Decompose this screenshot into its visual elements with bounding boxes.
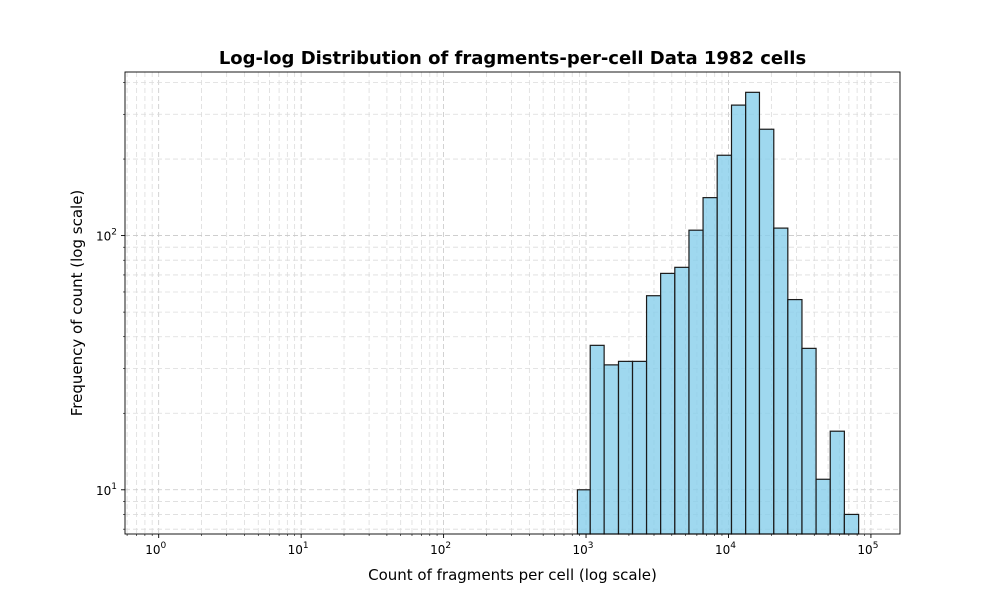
histogram-bar [645, 295, 662, 535]
histogram-bar [603, 364, 620, 535]
histogram-bar [702, 197, 718, 535]
chart-title: Log-log Distribution of fragments-per-ce… [219, 48, 806, 69]
histogram-bar [745, 91, 761, 535]
x-tick-label: 102 [430, 541, 451, 557]
histogram-bar [716, 154, 733, 535]
histogram-bar [589, 344, 605, 535]
y-tick-label: 101 [96, 482, 117, 498]
x-tick-label: 103 [573, 541, 594, 557]
histogram-bar [843, 513, 860, 535]
histogram-bar [730, 104, 747, 535]
histogram-bar [617, 360, 634, 535]
histogram-bar [576, 489, 591, 535]
histogram-bar [773, 227, 789, 535]
plot-frame [124, 71, 901, 535]
y-tick-label: 102 [96, 228, 117, 244]
histogram-bar [815, 478, 831, 535]
x-tick-label: 100 [145, 541, 166, 557]
bars [576, 91, 860, 535]
histogram-bar [688, 229, 704, 535]
histogram-bar [631, 360, 648, 535]
x-tick-label: 104 [715, 541, 736, 557]
x-axis-label: Count of fragments per cell (log scale) [368, 566, 657, 584]
y-axis-label: Frequency of count (log scale) [68, 190, 86, 417]
histogram-bar [674, 266, 690, 535]
axis-ticks: 100 101 102 103 104 105 101 102 [96, 82, 878, 557]
x-tick-label: 101 [288, 541, 309, 557]
histogram-bar [758, 128, 775, 535]
histogram-bar [829, 430, 845, 535]
x-tick-label: 105 [857, 541, 878, 557]
histogram-bar [801, 347, 817, 535]
histogram-bar [660, 272, 676, 535]
histogram-bar [787, 298, 803, 535]
